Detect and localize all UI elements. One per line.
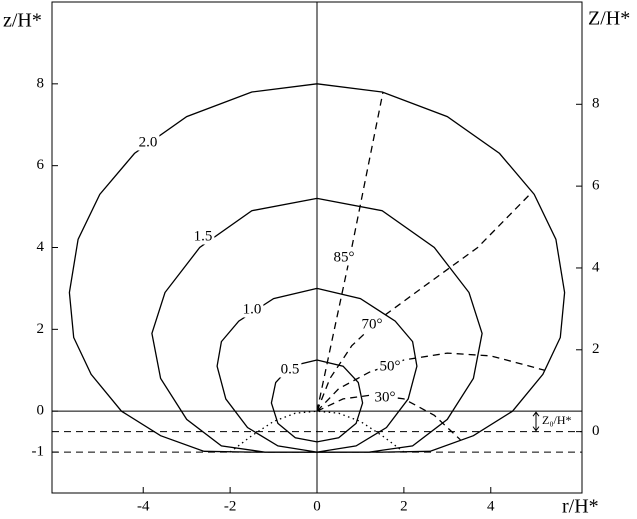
curve-label: 70°	[362, 316, 383, 332]
curve-label: 30°	[375, 389, 396, 405]
y-tick-label: 0	[37, 403, 45, 419]
curve-label: 50°	[380, 358, 401, 374]
curve-label: 2.0	[139, 134, 158, 150]
label-background	[240, 301, 264, 318]
x-tick-label: -2	[224, 498, 237, 514]
curve-label: 1.5	[194, 228, 213, 244]
x-tick-label: 0	[313, 498, 321, 514]
y2-tick-label: 4	[592, 259, 600, 275]
label-background	[136, 134, 160, 151]
y2-tick-label: 2	[592, 341, 600, 357]
curve-label: 85°	[334, 249, 355, 265]
label-background	[359, 316, 385, 333]
annotation-label: Z₀/H*	[542, 413, 572, 427]
curve	[216, 287, 418, 453]
y2-tick-label: 8	[592, 96, 600, 112]
y-tick-label: -1	[32, 444, 45, 460]
x-tick-label: 4	[487, 498, 495, 514]
y2-tick-label: 6	[592, 178, 600, 194]
y2-tick-label: 0	[592, 423, 600, 439]
x-axis-label: r/H*	[562, 496, 599, 518]
x-tick-label: -4	[137, 498, 150, 514]
y-tick-label: 6	[37, 157, 45, 173]
label-background	[191, 228, 215, 245]
y-tick-label: 4	[37, 239, 45, 255]
curve-label: 1.0	[243, 301, 262, 317]
label-background	[377, 358, 403, 375]
label-background	[372, 389, 398, 406]
label-background	[278, 361, 302, 378]
y2-axis-label: Z/H*	[588, 8, 630, 30]
y-tick-label: 2	[37, 321, 45, 337]
curve	[316, 91, 384, 412]
curve	[229, 410, 405, 453]
x-tick-label: 2	[400, 498, 408, 514]
y-axis-label: z/H*	[3, 10, 42, 32]
label-background	[331, 249, 357, 266]
curve	[270, 359, 364, 443]
y-tick-label: 8	[37, 75, 45, 91]
curve-label: 0.5	[281, 361, 300, 377]
curve	[316, 352, 545, 412]
annotation-arrow	[532, 411, 540, 432]
curve	[316, 193, 531, 412]
